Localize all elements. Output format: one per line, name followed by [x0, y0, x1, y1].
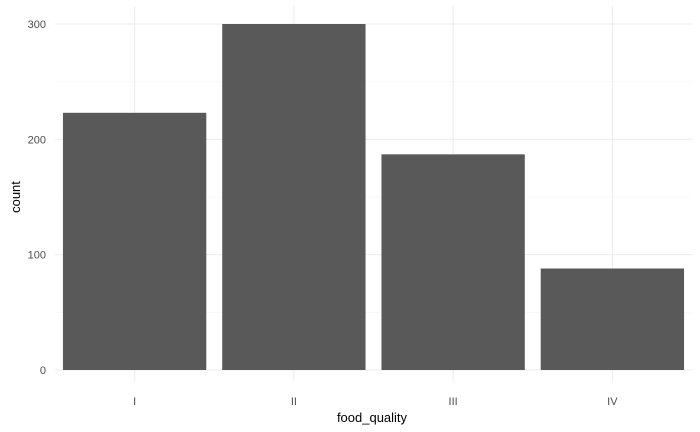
- y-axis-ticks: 0 100 200 300: [28, 19, 46, 377]
- bar-II: [222, 24, 366, 370]
- x-tick-label: III: [449, 396, 458, 408]
- x-tick-label: I: [133, 396, 136, 408]
- y-tick-label: 200: [28, 134, 46, 146]
- bar-I: [62, 112, 207, 370]
- y-tick-label: 0: [40, 365, 46, 377]
- y-axis-title: count: [8, 181, 23, 213]
- bars: [62, 24, 685, 370]
- y-tick-label: 300: [28, 19, 46, 31]
- x-axis-ticks: I II III IV: [133, 396, 618, 408]
- y-tick-label: 100: [28, 250, 46, 262]
- x-tick-label: IV: [607, 396, 618, 408]
- bar-IV: [540, 268, 685, 370]
- x-axis-title: food_quality: [337, 410, 408, 425]
- bar-III: [381, 154, 525, 370]
- x-tick-label: II: [291, 396, 297, 408]
